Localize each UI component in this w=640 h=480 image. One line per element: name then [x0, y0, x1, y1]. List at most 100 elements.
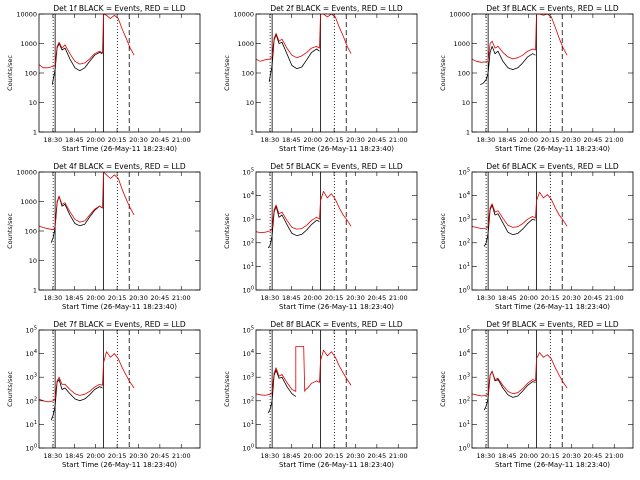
plot-frame: [255, 171, 418, 291]
y-tick-label: 102: [243, 238, 254, 247]
x-tick-label: 20:45: [367, 294, 386, 302]
panel-title: Det 1f BLACK = Events, RED = LLD: [53, 4, 186, 13]
plot-frame: [471, 171, 634, 291]
y-tick-label: 105: [459, 326, 470, 335]
x-tick-label: 20:30: [346, 136, 365, 144]
lld-series-line: [472, 191, 568, 230]
x-tick-label: 20:15: [325, 452, 344, 460]
plot-frame: [38, 13, 201, 133]
y-tick-label: 1: [33, 129, 37, 137]
y-tick-label: 100: [459, 444, 470, 453]
x-tick-label: 20:30: [129, 294, 148, 302]
panel-det-3: Det 3f BLACK = Events, RED = LLD 18:30 18:…: [439, 4, 634, 153]
panel-det-4: Det 4f BLACK = Events, RED = LLD 18:30 18:…: [6, 162, 201, 311]
panel-title: Det 6f BLACK = Events, RED = LLD: [486, 162, 619, 171]
y-tick-label: 100: [25, 228, 37, 236]
plot-frame: [38, 171, 201, 291]
x-axis-label: Start Time (26-May-11 18:23:40): [279, 461, 394, 469]
x-tick-label: 21:00: [172, 294, 191, 302]
x-tick-label: 20:00: [86, 294, 105, 302]
y-tick-label: 1000: [20, 40, 37, 48]
x-tick-label: 20:45: [367, 136, 386, 144]
y-tick-label: 10000: [449, 11, 470, 19]
x-tick-label: 20:30: [562, 294, 581, 302]
panel-title: Det 9f BLACK = Events, RED = LLD: [486, 320, 619, 329]
y-axis-label: Counts/sec: [6, 55, 14, 91]
panel-det-6: Det 6f BLACK = Events, RED = LLD 18:30 18:…: [439, 162, 634, 311]
y-tick-label: 102: [459, 396, 470, 405]
x-axis-label: Start Time (26-May-11 18:23:40): [495, 461, 610, 469]
lld-series-line: [39, 14, 135, 69]
x-tick-label: 18:30: [44, 136, 63, 144]
x-tick-label: 20:00: [86, 452, 105, 460]
x-tick-label: 20:15: [541, 294, 560, 302]
y-tick-label: 1000: [453, 40, 470, 48]
panel-det-8: Det 8f BLACK = Events, RED = LLD 18:30 18:…: [223, 320, 418, 469]
events-series-line: [480, 46, 536, 86]
lld-series-line: [39, 351, 135, 403]
events-series-line: [51, 43, 103, 85]
y-tick-label: 104: [243, 349, 254, 358]
x-tick-label: 20:45: [583, 294, 602, 302]
y-tick-label: 100: [25, 70, 37, 78]
x-tick-label: 18:30: [44, 294, 63, 302]
x-tick-label: 21:00: [605, 136, 624, 144]
panel-title: Det 3f BLACK = Events, RED = LLD: [486, 4, 619, 13]
x-tick-label: 20:15: [108, 294, 127, 302]
x-axis-label: Start Time (26-May-11 18:23:40): [62, 145, 177, 153]
x-tick-label: 20:15: [108, 452, 127, 460]
panel-title: Det 4f BLACK = Events, RED = LLD: [53, 162, 186, 171]
y-tick-label: 1: [250, 129, 254, 137]
x-tick-label: 20:30: [346, 452, 365, 460]
panel-title: Det 5f BLACK = Events, RED = LLD: [270, 162, 403, 171]
events-series-line: [50, 379, 103, 421]
x-tick-label: 21:00: [172, 136, 191, 144]
lld-series-line: [39, 172, 135, 231]
x-tick-label: 18:30: [261, 452, 280, 460]
events-series-line: [483, 204, 536, 247]
x-tick-label: 18:45: [282, 294, 301, 302]
panel-det-2: Det 2f BLACK = Events, RED = LLD 18:30 18:…: [223, 4, 418, 153]
y-tick-label: 102: [459, 238, 470, 247]
plot-frame: [38, 329, 201, 449]
y-axis-label: Counts/sec: [6, 371, 14, 407]
events-series-line: [483, 370, 536, 411]
x-tick-label: 20:45: [150, 136, 169, 144]
y-tick-label: 105: [243, 168, 254, 177]
x-axis-label: Start Time (26-May-11 18:23:40): [279, 145, 394, 153]
y-tick-label: 10: [246, 99, 254, 107]
x-axis-label: Start Time (26-May-11 18:23:40): [62, 461, 177, 469]
x-axis-label: Start Time (26-May-11 18:23:40): [495, 145, 610, 153]
panel-det-5: Det 5f BLACK = Events, RED = LLD 18:30 18:…: [223, 162, 418, 311]
x-tick-label: 21:00: [605, 294, 624, 302]
lld-series-line: [472, 352, 568, 397]
y-tick-label: 101: [243, 262, 254, 271]
x-tick-label: 20:45: [583, 136, 602, 144]
x-tick-label: 20:15: [108, 136, 127, 144]
y-tick-label: 105: [459, 168, 470, 177]
x-tick-label: 18:30: [261, 294, 280, 302]
panel-title: Det 8f BLACK = Events, RED = LLD: [270, 320, 403, 329]
events-series-line: [267, 205, 320, 249]
y-tick-label: 104: [243, 191, 254, 200]
y-tick-label: 103: [459, 215, 470, 224]
y-tick-label: 102: [26, 396, 37, 405]
x-tick-label: 18:45: [65, 294, 84, 302]
x-tick-label: 18:45: [282, 452, 301, 460]
x-tick-label: 20:15: [541, 452, 560, 460]
x-tick-label: 20:45: [150, 294, 169, 302]
events-series-line: [267, 369, 297, 414]
y-tick-label: 101: [459, 420, 470, 429]
y-tick-label: 100: [243, 286, 254, 295]
x-tick-label: 20:30: [129, 136, 148, 144]
x-tick-label: 21:00: [172, 452, 191, 460]
y-tick-label: 10000: [233, 11, 254, 19]
x-tick-label: 20:30: [129, 452, 148, 460]
panel-det-9: Det 9f BLACK = Events, RED = LLD 18:30 18:…: [439, 320, 634, 469]
plot-frame: [255, 13, 418, 133]
y-tick-label: 103: [459, 373, 470, 382]
x-axis-label: Start Time (26-May-11 18:23:40): [279, 303, 394, 311]
lld-series-line: [472, 14, 568, 63]
y-tick-label: 104: [459, 349, 470, 358]
x-tick-label: 18:45: [65, 452, 84, 460]
